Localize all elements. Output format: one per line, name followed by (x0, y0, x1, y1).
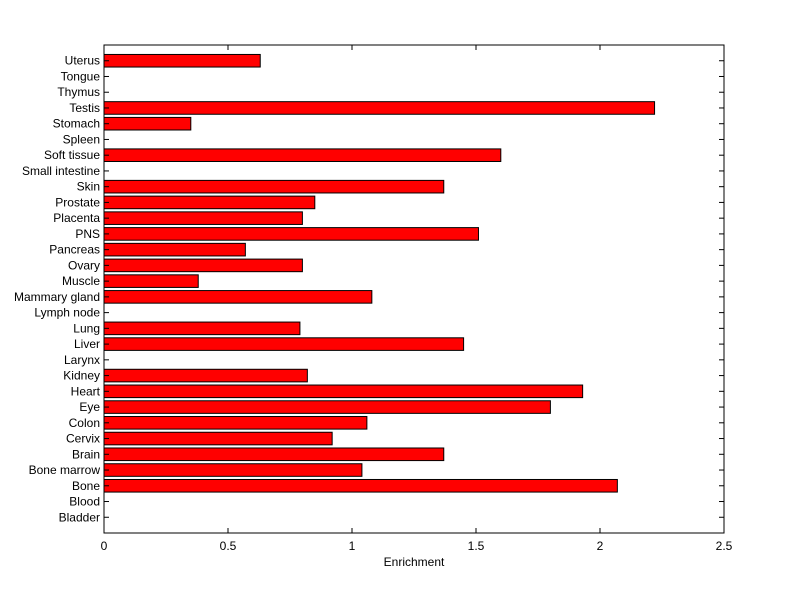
bar (103, 179, 445, 194)
y-tick-label: Lymph node (34, 306, 100, 320)
bar (103, 416, 368, 430)
y-tick-label: Tongue (61, 69, 101, 83)
bar (103, 431, 333, 446)
bar (103, 258, 303, 273)
y-tick-label: Brain (72, 447, 100, 461)
y-tick-label: Cervix (66, 432, 100, 446)
bar (103, 337, 465, 351)
y-tick-label: Small intestine (22, 164, 100, 178)
bar (103, 242, 246, 257)
y-tick-label: Larynx (64, 353, 100, 367)
y-tick-label: Pancreas (49, 243, 100, 257)
bar (103, 400, 551, 414)
x-tick-label: 1 (349, 539, 356, 553)
ticks-group (103, 45, 725, 533)
x-tick-label: 2 (597, 539, 604, 553)
y-tick-label: Spleen (63, 132, 100, 146)
bar (103, 463, 363, 477)
y-tick-label: Heart (71, 384, 101, 398)
y-tick-label: Liver (74, 337, 100, 351)
bar (103, 384, 584, 399)
bar (103, 53, 261, 68)
plot-frame (103, 44, 725, 534)
bar (103, 116, 192, 131)
y-tick-label: Uterus (65, 54, 100, 68)
y-tick-label: Colon (69, 416, 100, 430)
x-tick-label: 0.5 (220, 539, 237, 553)
y-tick-label: Mammary gland (14, 290, 100, 304)
y-tick-label: PNS (75, 227, 100, 241)
y-tick-label: Testis (69, 101, 100, 115)
y-tick-label: Ovary (68, 258, 100, 272)
bar (103, 478, 618, 493)
y-tick-label: Muscle (62, 274, 100, 288)
bar (103, 274, 199, 288)
y-tick-label: Eye (79, 400, 100, 414)
y-tick-label: Skin (77, 180, 100, 194)
bar (103, 290, 373, 304)
y-tick-label: Soft tissue (44, 148, 100, 162)
y-tick-label: Placenta (53, 211, 100, 225)
y-tick-label: Prostate (55, 195, 100, 209)
x-tick-label: 1.5 (468, 539, 485, 553)
bar (103, 447, 445, 462)
y-tick-label: Blood (69, 495, 100, 509)
y-tick-label: Stomach (53, 117, 100, 131)
bar (103, 195, 316, 210)
x-tick-label: 0 (101, 539, 108, 553)
x-tick-label: 2.5 (716, 539, 733, 553)
bar (103, 101, 656, 115)
bar (103, 211, 303, 225)
y-tick-label: Bladder (59, 510, 100, 524)
y-tick-label: Kidney (63, 369, 100, 383)
bar (103, 368, 308, 383)
bar (103, 321, 301, 336)
y-tick-label: Bone marrow (29, 463, 101, 477)
y-tick-label: Bone (72, 479, 100, 493)
x-axis-label: Enrichment (384, 555, 445, 569)
y-tick-label: Thymus (57, 85, 100, 99)
bar (103, 227, 479, 241)
bar (103, 148, 502, 162)
y-tick-label: Lung (73, 321, 100, 335)
